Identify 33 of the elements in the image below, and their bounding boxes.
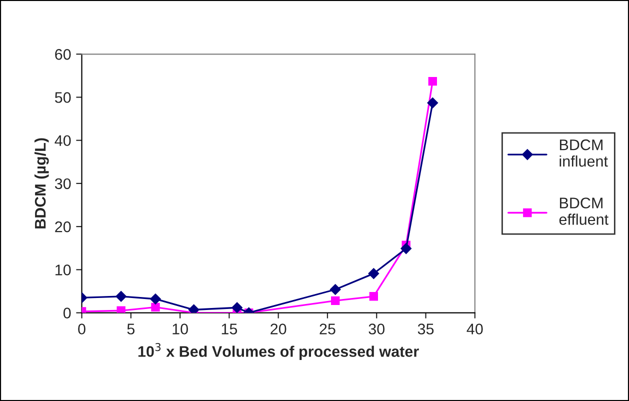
point [427,97,438,108]
point [116,306,126,313]
point [232,302,242,313]
x-tick-label: 0 [78,324,86,334]
y-axis-title: BDCM (µg/L) [34,138,49,228]
x-tick-label: 5 [127,324,135,334]
point [428,76,437,86]
point [330,284,341,295]
x-tick-label: 35 [418,324,434,334]
point [188,304,200,313]
x-tick-label: 30 [368,324,385,334]
x-axis-title: 10$^{3}$ x Bed Volumes of processed water [138,342,419,360]
y-tick-label: 10 [56,264,71,276]
point [400,243,412,254]
y-tick-label: 30 [54,178,71,190]
x-tick-label: 10 [172,324,188,334]
legend-label: BDCM effluent [559,198,608,225]
point [116,290,127,302]
x-tick-label: 15 [222,324,238,334]
point [330,296,340,306]
point [368,268,380,279]
x-tick-label: 20 [270,324,286,334]
y-tick-label: 50 [54,92,71,103]
legend-label: BDCM influent [560,139,608,167]
x-tick-label: 40 [466,324,483,334]
y-tick-label: 40 [54,135,71,146]
y-tick-label: 20 [55,221,71,232]
y-tick-label: 0 [63,308,71,318]
point [151,302,160,312]
x-tick-label: 25 [320,324,336,334]
point [150,294,161,304]
point [369,292,378,301]
y-tick-label: 60 [55,49,71,60]
